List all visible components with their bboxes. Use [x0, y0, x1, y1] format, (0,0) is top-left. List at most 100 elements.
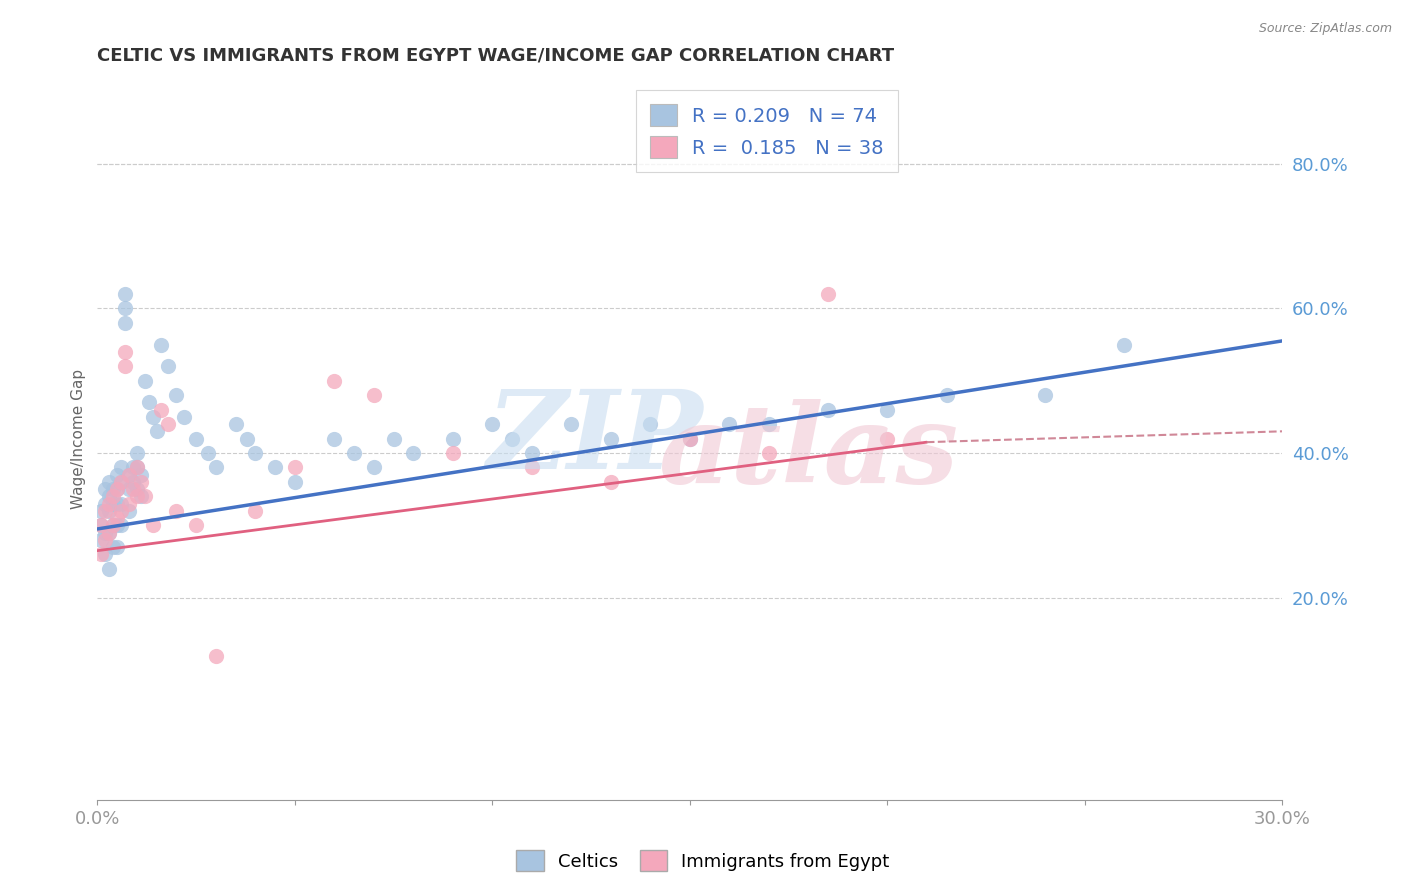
Point	[501, 432, 523, 446]
Point	[125, 460, 148, 475]
Point	[599, 475, 621, 489]
Point	[98, 525, 121, 540]
Point	[94, 547, 117, 561]
Point	[363, 460, 385, 475]
Point	[205, 460, 228, 475]
Point	[1033, 388, 1056, 402]
Point	[157, 359, 180, 374]
Point	[118, 467, 141, 482]
Point	[129, 475, 152, 489]
Point	[94, 533, 117, 547]
Point	[101, 540, 124, 554]
Point	[157, 417, 180, 431]
Point	[94, 497, 117, 511]
Point	[114, 316, 136, 330]
Point	[520, 446, 543, 460]
Point	[105, 482, 128, 496]
Point	[134, 490, 156, 504]
Point	[90, 533, 112, 547]
Legend: Celtics, Immigrants from Egypt: Celtics, Immigrants from Egypt	[509, 843, 897, 879]
Point	[122, 482, 145, 496]
Text: atlas: atlas	[658, 400, 959, 507]
Point	[142, 409, 165, 424]
Point	[122, 460, 145, 475]
Point	[98, 525, 121, 540]
Point	[90, 518, 112, 533]
Point	[599, 432, 621, 446]
Point	[560, 417, 582, 431]
Point	[114, 344, 136, 359]
Point	[94, 525, 117, 540]
Point	[138, 395, 160, 409]
Point	[323, 432, 346, 446]
Point	[110, 497, 132, 511]
Point	[110, 504, 132, 518]
Point	[225, 417, 247, 431]
Point	[98, 490, 121, 504]
Point	[142, 518, 165, 533]
Point	[640, 417, 662, 431]
Point	[173, 409, 195, 424]
Point	[125, 482, 148, 496]
Point	[236, 432, 259, 446]
Point	[98, 475, 121, 489]
Point	[165, 388, 187, 402]
Point	[110, 460, 132, 475]
Point	[149, 337, 172, 351]
Point	[114, 359, 136, 374]
Point	[101, 518, 124, 533]
Point	[90, 504, 112, 518]
Point	[935, 388, 957, 402]
Point	[110, 475, 132, 489]
Point	[817, 402, 839, 417]
Point	[363, 388, 385, 402]
Point	[679, 432, 702, 446]
Point	[520, 460, 543, 475]
Point	[118, 497, 141, 511]
Point	[718, 417, 741, 431]
Point	[145, 425, 167, 439]
Point	[149, 402, 172, 417]
Point	[105, 497, 128, 511]
Point	[105, 482, 128, 496]
Point	[90, 547, 112, 561]
Point	[165, 504, 187, 518]
Point	[245, 504, 267, 518]
Point	[122, 475, 145, 489]
Point	[125, 490, 148, 504]
Point	[1114, 337, 1136, 351]
Point	[134, 374, 156, 388]
Point	[343, 446, 366, 460]
Point	[110, 475, 132, 489]
Point	[876, 402, 898, 417]
Point	[323, 374, 346, 388]
Point	[125, 446, 148, 460]
Point	[90, 518, 112, 533]
Point	[758, 417, 780, 431]
Point	[105, 467, 128, 482]
Point	[197, 446, 219, 460]
Point	[679, 432, 702, 446]
Point	[101, 482, 124, 496]
Point	[382, 432, 405, 446]
Point	[441, 446, 464, 460]
Point	[876, 432, 898, 446]
Point	[98, 562, 121, 576]
Point	[481, 417, 503, 431]
Point	[98, 504, 121, 518]
Legend: R = 0.209   N = 74, R =  0.185   N = 38: R = 0.209 N = 74, R = 0.185 N = 38	[636, 90, 897, 172]
Point	[402, 446, 425, 460]
Point	[184, 432, 207, 446]
Point	[129, 490, 152, 504]
Point	[817, 286, 839, 301]
Point	[118, 467, 141, 482]
Point	[94, 482, 117, 496]
Point	[105, 511, 128, 525]
Point	[245, 446, 267, 460]
Point	[101, 497, 124, 511]
Point	[110, 518, 132, 533]
Point	[441, 432, 464, 446]
Point	[105, 518, 128, 533]
Point	[284, 460, 307, 475]
Text: Source: ZipAtlas.com: Source: ZipAtlas.com	[1258, 22, 1392, 36]
